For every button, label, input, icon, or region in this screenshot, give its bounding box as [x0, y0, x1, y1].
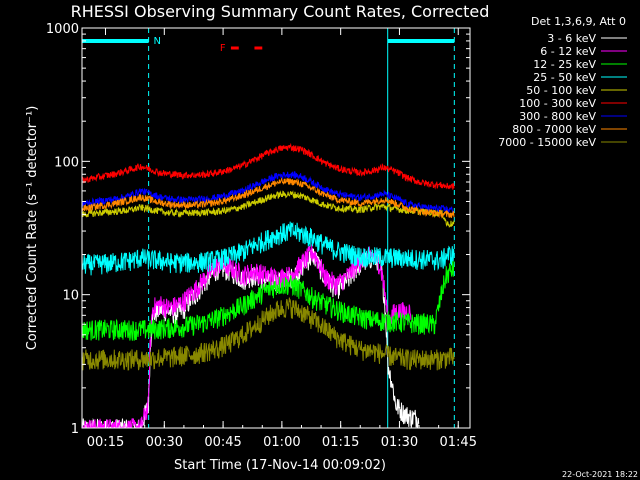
- y-tick-label-3: 1000: [46, 22, 79, 37]
- legend-label-8: 7000 - 15000 keV: [498, 136, 596, 149]
- series-line-7: [82, 177, 455, 219]
- night-label: N: [154, 36, 161, 47]
- series-line-6: [82, 171, 455, 215]
- x-tick-label-4: 01:15: [322, 435, 359, 450]
- plot-frame: [81, 27, 471, 429]
- series-line-4: [82, 190, 455, 228]
- y-tick-label-2: 100: [54, 155, 79, 170]
- legend-label-0: 3 - 6 keV: [547, 32, 596, 45]
- x-tick-label-1: 00:30: [146, 435, 183, 450]
- legend-label-5: 100 - 300 keV: [519, 97, 596, 110]
- series-line-3: [82, 221, 455, 276]
- y-tick-label-0: 1: [71, 422, 79, 437]
- legend-label-6: 300 - 800 keV: [519, 110, 596, 123]
- x-tick-label-3: 01:00: [263, 435, 300, 450]
- x-tick-label-0: 00:15: [87, 435, 124, 450]
- legend-label-3: 25 - 50 keV: [533, 71, 596, 84]
- legend-label-7: 800 - 7000 keV: [512, 123, 596, 136]
- legend-label-1: 6 - 12 keV: [540, 45, 596, 58]
- x-tick-label-5: 01:30: [381, 435, 418, 450]
- footer-date: 22-Oct-2021 18:22: [562, 470, 638, 479]
- series-line-0: [82, 248, 420, 428]
- x-axis-label: Start Time (17-Nov-14 00:09:02): [174, 458, 386, 473]
- series-line-5: [82, 142, 455, 190]
- flare-label: F: [220, 43, 226, 54]
- chart-title: RHESSI Observing Summary Count Rates, Co…: [71, 2, 490, 21]
- legend-title: Det 1,3,6,9, Att 0: [531, 15, 626, 28]
- series-line-8: [82, 297, 455, 371]
- x-tick-label-6: 01:45: [440, 435, 477, 450]
- series-line-1: [82, 244, 412, 428]
- y-axis-label: Corrected Count Rate (s⁻¹ detector⁻¹): [25, 106, 40, 351]
- legend-label-4: 50 - 100 keV: [526, 84, 596, 97]
- y-tick-label-1: 10: [62, 289, 79, 304]
- x-tick-label-2: 00:45: [204, 435, 241, 450]
- legend-label-2: 12 - 25 keV: [533, 58, 596, 71]
- series-line-2: [82, 260, 455, 341]
